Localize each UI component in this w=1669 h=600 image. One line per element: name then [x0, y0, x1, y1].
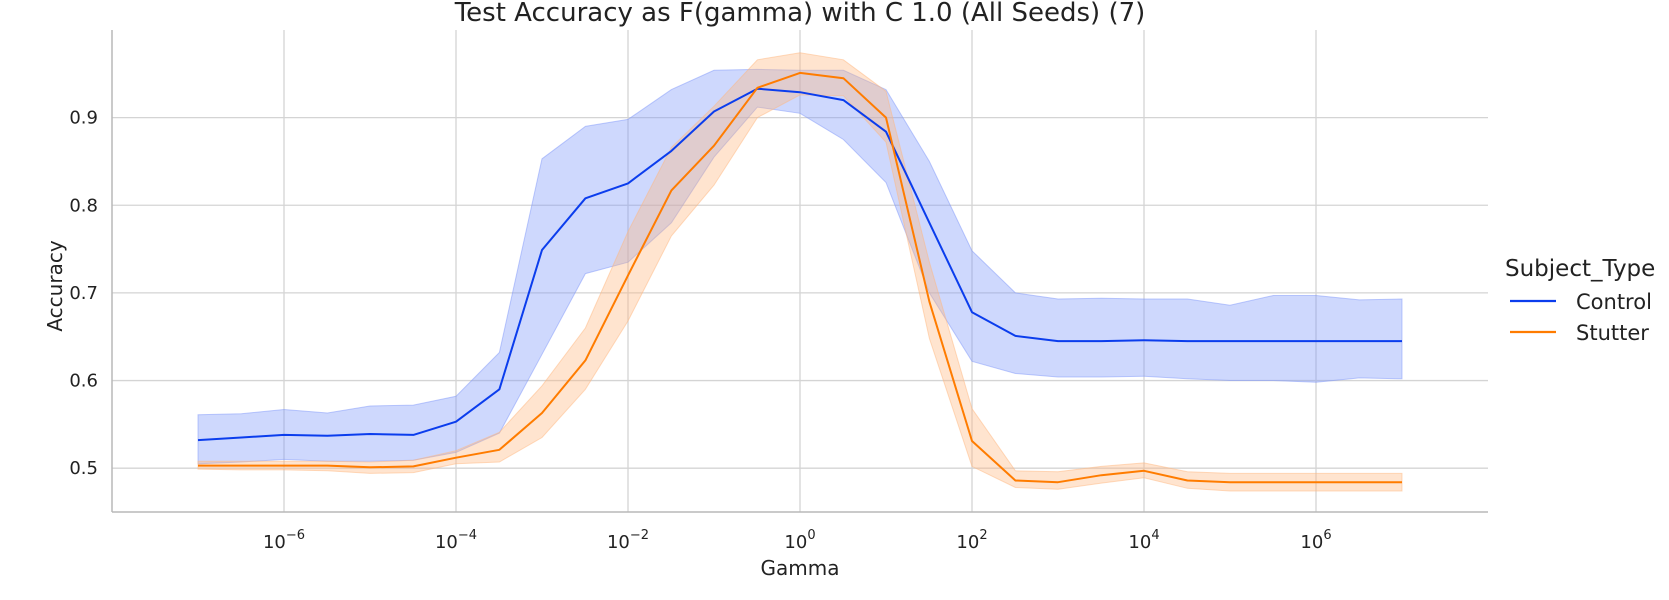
legend-label-stutter: Stutter	[1576, 321, 1649, 345]
y-tick-label: 0.7	[69, 283, 98, 304]
x-tick-label: 102	[956, 528, 987, 553]
x-tick-label: 100	[784, 528, 815, 553]
legend: Subject_Type Control Stutter	[1505, 256, 1655, 345]
x-tick-labels: 10−6 10−4 10−2 100 102 104 106	[263, 528, 1332, 553]
series-line-stutter	[198, 71, 1402, 484]
x-tick-label: 106	[1300, 528, 1331, 553]
chart-title: Test Accuracy as F(gamma) with C 1.0 (Al…	[454, 0, 1146, 28]
x-gridlines	[283, 30, 1317, 512]
x-tick-label: 10−6	[263, 528, 305, 553]
y-axis-label: Accuracy	[43, 240, 67, 331]
x-tick-label: 10−4	[435, 528, 477, 553]
legend-label-control: Control	[1576, 290, 1652, 314]
y-tick-label: 0.6	[69, 371, 98, 392]
y-tick-label: 0.5	[69, 458, 98, 479]
y-tick-label: 0.8	[69, 195, 98, 216]
series-line-control	[197, 87, 1402, 442]
x-tick-label: 10−2	[607, 528, 649, 553]
y-tick-label: 0.9	[69, 108, 98, 129]
legend-title: Subject_Type	[1505, 256, 1655, 282]
confidence-band-stutter	[197, 52, 1403, 492]
confidence-band-control	[197, 68, 1403, 465]
series-lines	[197, 71, 1402, 484]
x-tick-label: 104	[1128, 528, 1159, 553]
y-tick-labels: 0.5 0.6 0.7 0.8 0.9	[69, 108, 98, 480]
confidence-bands	[197, 52, 1403, 492]
x-axis-label: Gamma	[761, 556, 840, 580]
